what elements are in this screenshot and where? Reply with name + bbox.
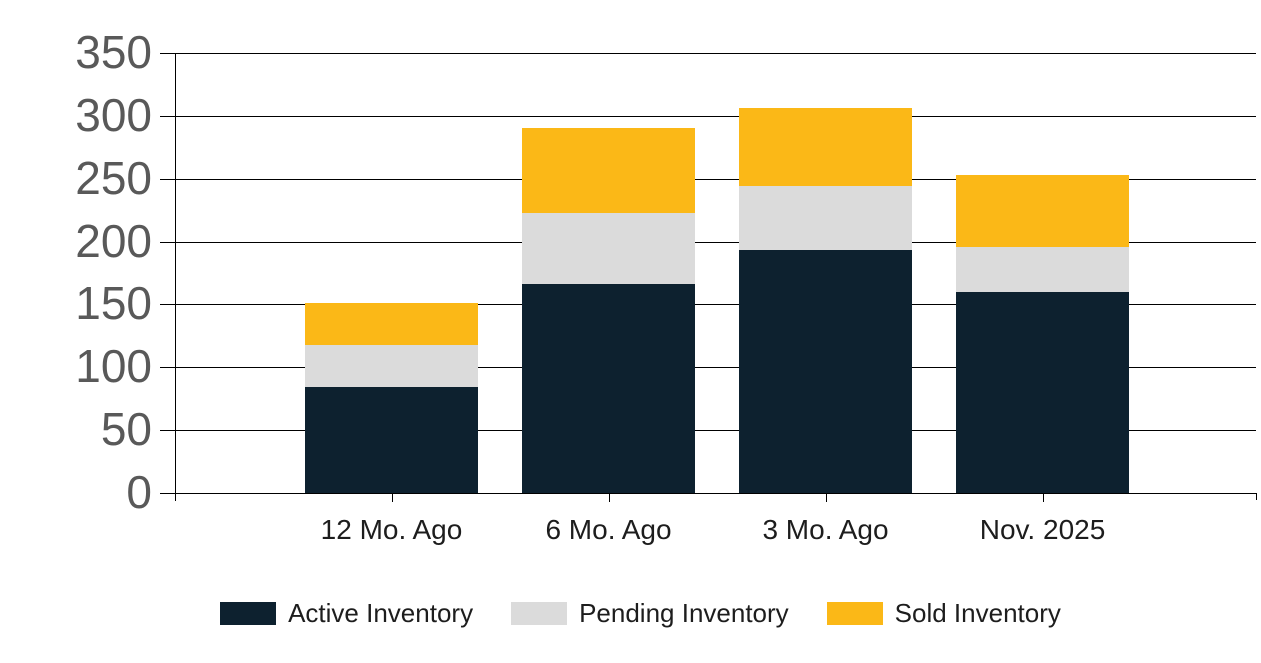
x-axis-label-6-mo-ago: 6 Mo. Ago (545, 514, 672, 545)
y-tick-50 (160, 430, 175, 432)
y-axis-label-0: 0 (126, 466, 152, 518)
legend-item-active-inventory: Active Inventory (220, 598, 473, 629)
bar-segment-active-inventory-6-mo-ago (522, 284, 695, 493)
y-axis-label-150: 150 (75, 277, 152, 330)
y-tick-250 (160, 178, 175, 180)
bar-segment-pending-inventory-6-mo-ago (522, 212, 695, 285)
bar-segment-active-inventory-3-mo-ago (739, 250, 912, 493)
y-axis-label-100: 100 (75, 340, 152, 393)
chart-legend: Active Inventory Pending Inventory Sold In… (0, 598, 1261, 629)
y-tick-300 (160, 115, 175, 117)
bar-segment-pending-inventory-3-mo-ago (739, 186, 912, 251)
bar-segment-pending-inventory-nov-2025 (956, 246, 1129, 292)
y-tick-0 (160, 493, 175, 494)
gridline-200 (175, 241, 1256, 243)
gridline-150 (175, 304, 1256, 306)
legend-label-sold-inventory: Sold Inventory (894, 598, 1061, 628)
bar-segment-active-inventory-nov-2025 (956, 291, 1129, 493)
bar-segment-sold-inventory-3-mo-ago (739, 108, 912, 187)
x-axis-label-nov-2025: Nov. 2025 (979, 514, 1106, 545)
bar-nov-2025 (956, 53, 1129, 493)
y-axis-label-350: 350 (75, 26, 152, 78)
bar-3-mo-ago (739, 53, 912, 493)
plot-area (175, 53, 1256, 494)
y-axis-line (175, 53, 176, 501)
y-axis-label-50: 50 (100, 403, 152, 456)
bar-6-mo-ago (522, 53, 695, 493)
gridline-250 (175, 178, 1256, 180)
x-axis-label-3-mo-ago: 3 Mo. Ago (762, 514, 889, 545)
y-axis-label-250: 250 (75, 151, 152, 204)
x-tick-12-mo-ago (391, 494, 393, 502)
gridline-350 (175, 53, 1256, 54)
y-tick-150 (160, 304, 175, 306)
y-tick-100 (160, 367, 175, 369)
bar-12-mo-ago (305, 53, 478, 493)
x-axis-label-12-mo-ago: 12 Mo. Ago (320, 514, 463, 545)
gridline-100 (175, 367, 1256, 369)
gridline-300 (175, 115, 1256, 117)
legend-swatch-sold-inventory (826, 602, 883, 625)
bar-segment-sold-inventory-nov-2025 (956, 174, 1129, 247)
legend-item-pending-inventory: Pending Inventory (511, 598, 789, 629)
y-tick-200 (160, 241, 175, 243)
y-tick-350 (160, 53, 175, 54)
legend-label-active-inventory: Active Inventory (288, 598, 474, 628)
bar-segment-pending-inventory-12-mo-ago (305, 344, 478, 388)
gridline-50 (175, 430, 1256, 432)
x-tick-nov-2025 (1042, 494, 1044, 502)
x-axis-end-tick (1256, 493, 1257, 500)
bar-segment-sold-inventory-12-mo-ago (305, 303, 478, 345)
x-tick-6-mo-ago (608, 494, 610, 502)
legend-swatch-pending-inventory (511, 602, 568, 625)
x-tick-3-mo-ago (825, 494, 827, 502)
gridline-0 (175, 493, 1256, 494)
legend-label-pending-inventory: Pending Inventory (579, 598, 789, 628)
y-axis-label-300: 300 (75, 88, 152, 141)
legend-swatch-active-inventory (220, 602, 277, 625)
legend-item-sold-inventory: Sold Inventory (826, 598, 1061, 629)
bar-segment-active-inventory-12-mo-ago (305, 387, 478, 493)
y-axis-label-200: 200 (75, 214, 152, 267)
bar-segment-sold-inventory-6-mo-ago (522, 128, 695, 213)
